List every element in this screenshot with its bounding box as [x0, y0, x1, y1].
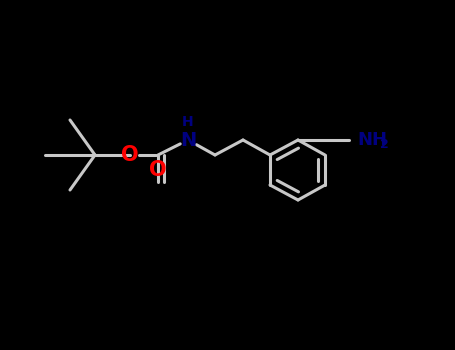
Text: H: H	[182, 115, 194, 129]
Text: N: N	[180, 131, 196, 149]
Text: NH: NH	[358, 131, 388, 149]
Text: 2: 2	[380, 138, 389, 150]
Text: O: O	[121, 145, 139, 165]
Text: O: O	[149, 160, 167, 180]
